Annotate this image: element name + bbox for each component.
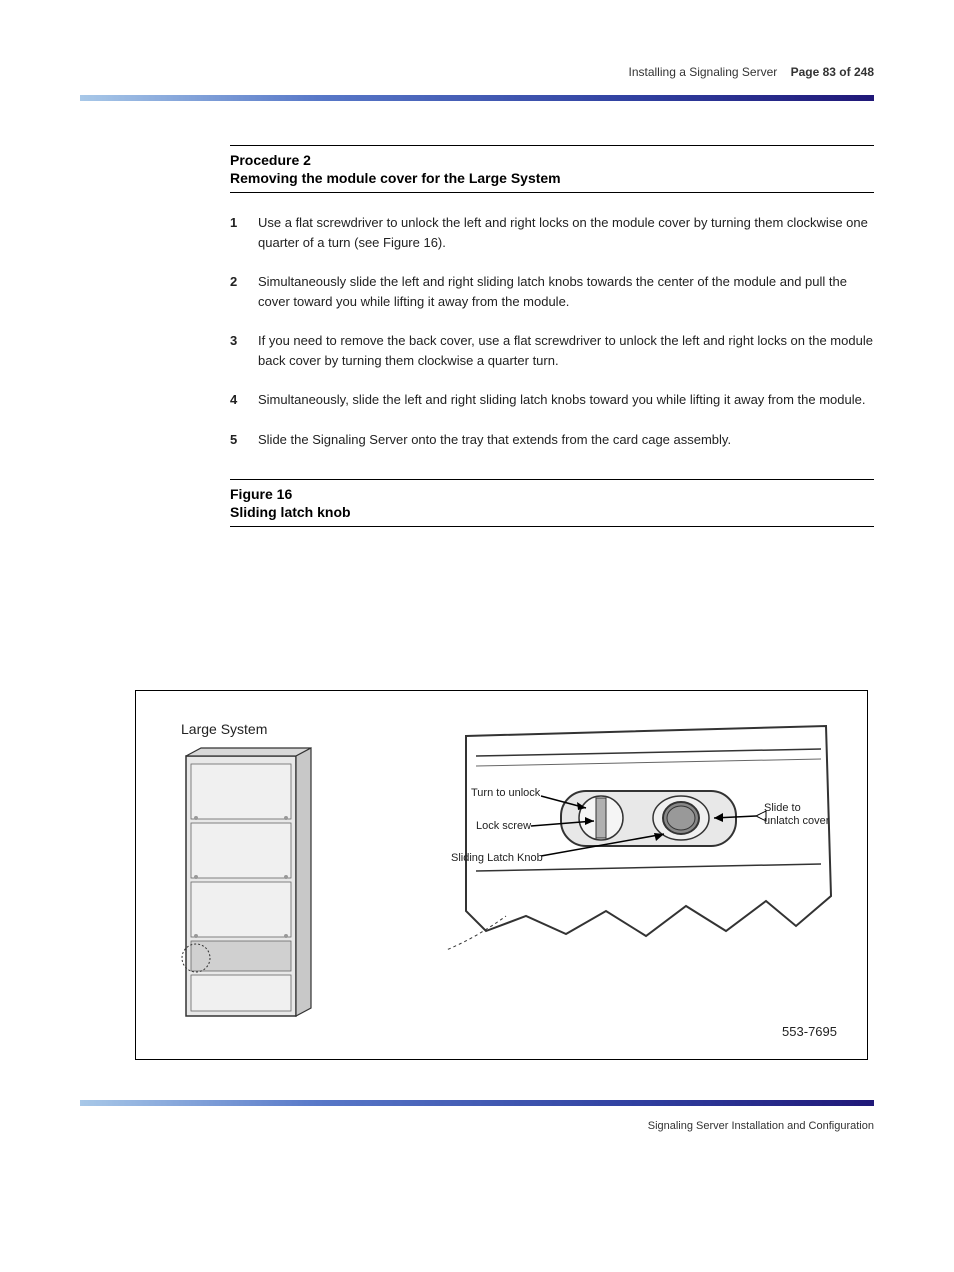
step-number: 1 (230, 213, 258, 252)
slide-unlatch-label-line2: unlatch cover (764, 815, 830, 827)
step-number: 5 (230, 430, 258, 450)
procedure-header: Procedure 2 Removing the module cover fo… (230, 145, 874, 193)
latch-detail-illustration: Turn to unlock Lock screw Sliding Latch … (446, 716, 846, 1006)
step-number: 3 (230, 331, 258, 370)
turn-unlock-label: Turn to unlock (471, 787, 541, 799)
step-text: If you need to remove the back cover, us… (258, 331, 874, 370)
top-gradient-bar (80, 95, 874, 101)
figure-box: Large System (135, 690, 868, 1060)
step-text: Slide the Signaling Server onto the tray… (258, 430, 874, 450)
page-number: Page 83 of 248 (791, 65, 874, 79)
slide-unlatch-label-line1: Slide to (764, 802, 801, 814)
cabinet-illustration (176, 746, 316, 1036)
cabinet-label: Large System (181, 721, 267, 737)
figure-caption: Figure 16 Sliding latch knob (230, 479, 874, 527)
step-text: Use a flat screwdriver to unlock the lef… (258, 213, 874, 252)
lock-screw-label: Lock screw (476, 820, 531, 832)
procedure-number: Procedure 2 (230, 152, 311, 168)
footer-text: Signaling Server Installation and Config… (648, 1120, 874, 1132)
step-text: Simultaneously, slide the left and right… (258, 390, 874, 410)
figure-id: 553-7695 (782, 1024, 837, 1039)
step-number: 2 (230, 272, 258, 311)
step-number: 4 (230, 390, 258, 410)
figure-title: Sliding latch knob (230, 504, 874, 520)
section-title: Installing a Signaling Server (629, 65, 778, 79)
step-list: 1 Use a flat screwdriver to unlock the l… (230, 213, 874, 449)
step-item: 4 Simultaneously, slide the left and rig… (230, 390, 874, 410)
step-item: 2 Simultaneously slide the left and righ… (230, 272, 874, 311)
procedure-title: Removing the module cover for the Large … (230, 170, 874, 186)
figure-number: Figure 16 (230, 486, 292, 502)
step-item: 5 Slide the Signaling Server onto the tr… (230, 430, 874, 450)
step-item: 1 Use a flat screwdriver to unlock the l… (230, 213, 874, 252)
step-text: Simultaneously slide the left and right … (258, 272, 874, 311)
page-header: Installing a Signaling Server Page 83 of… (629, 65, 875, 79)
content-area: Procedure 2 Removing the module cover fo… (230, 145, 874, 547)
step-item: 3 If you need to remove the back cover, … (230, 331, 874, 370)
sliding-latch-label: Sliding Latch Knob (451, 852, 543, 864)
bottom-gradient-bar (80, 1100, 874, 1106)
